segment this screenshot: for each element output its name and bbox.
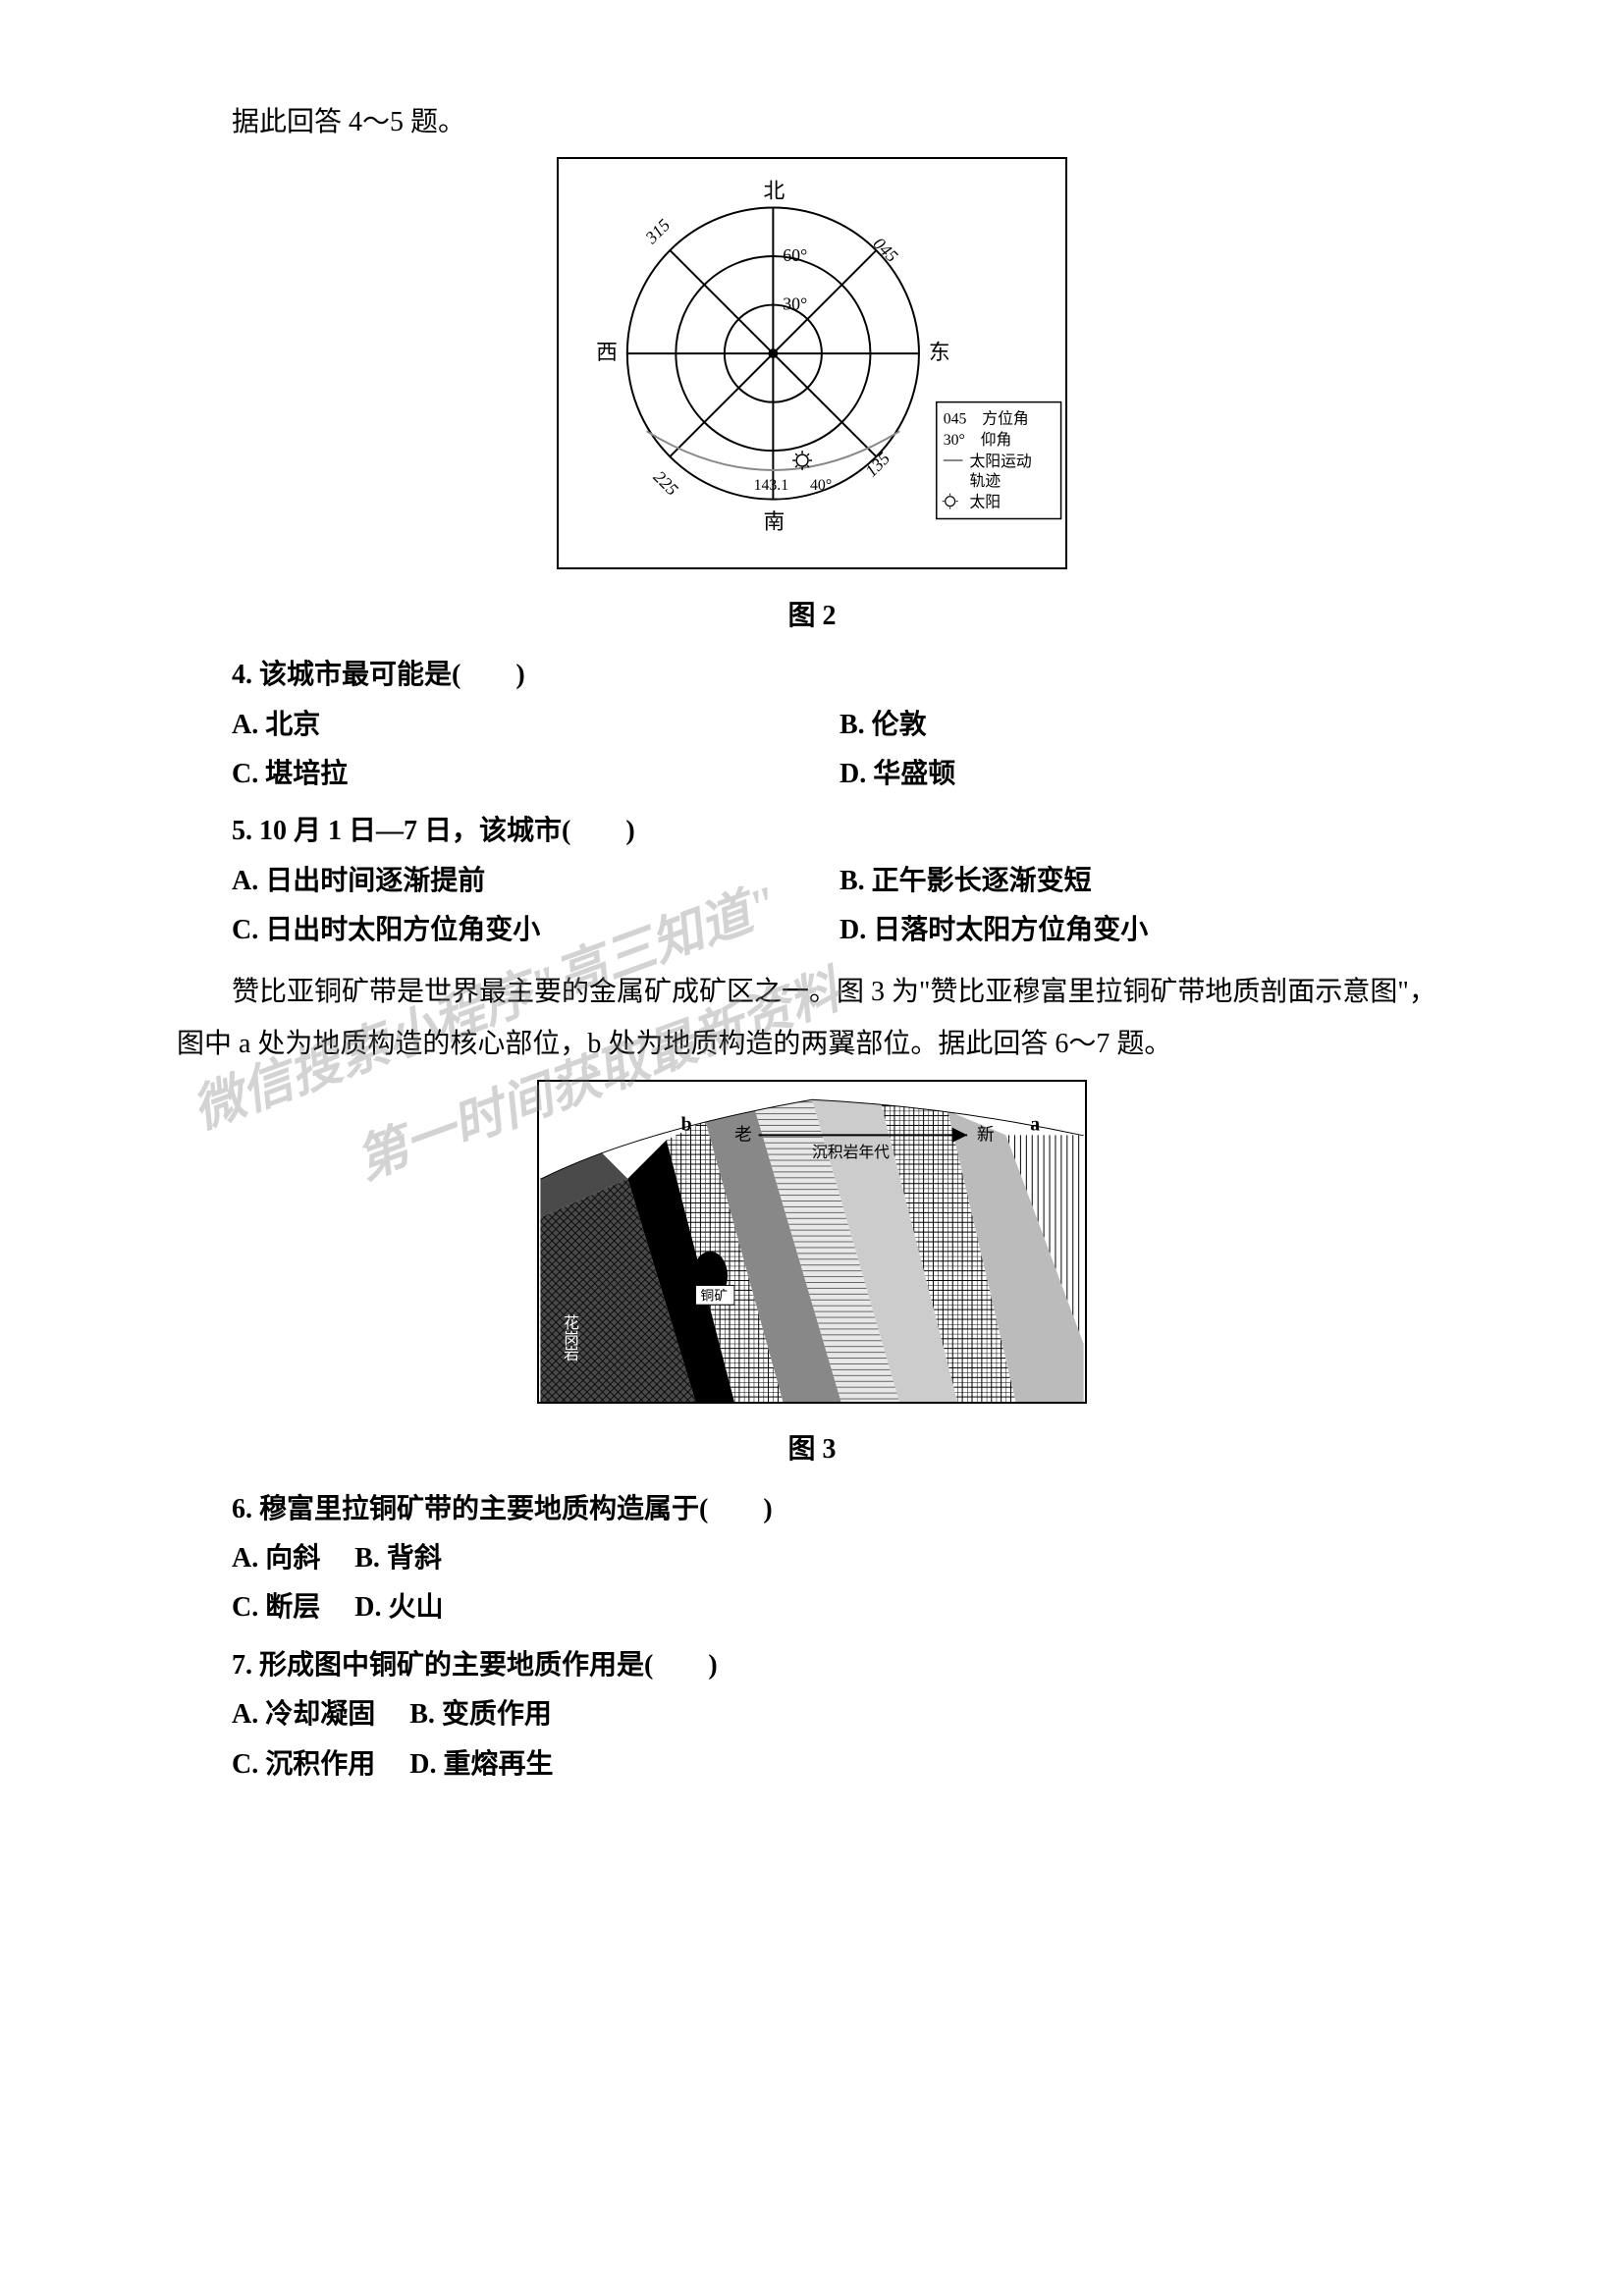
q4-option-d: D. 华盛顿	[839, 750, 1447, 799]
figure-3-svg: 铜矿 老 沉积岩年代 新 a b 花岗岩	[537, 1080, 1087, 1404]
new-label: 新	[977, 1124, 995, 1144]
legend-az: 045 方位角	[944, 410, 1029, 428]
q6-option-d: D. 火山	[354, 1592, 443, 1623]
q6-options-row1: A. 向斜 B. 背斜	[232, 1534, 1447, 1583]
q5-option-d: D. 日落时太阳方位角变小	[839, 906, 1447, 955]
question-7: 7. 形成图中铜矿的主要地质作用是( )	[232, 1641, 1447, 1690]
west-label: 西	[596, 341, 618, 364]
q7-option-c: C. 沉积作用	[232, 1749, 375, 1780]
q5-option-c: C. 日出时太阳方位角变小	[232, 906, 839, 955]
legend-sun: 太阳	[969, 494, 1001, 511]
ring-30-label: 30°	[783, 294, 807, 314]
figure-3-caption: 图 3	[177, 1425, 1447, 1474]
q7-options-row2: C. 沉积作用 D. 重熔再生	[232, 1740, 1447, 1789]
ore-label: 铜矿	[700, 1288, 728, 1303]
north-label: 北	[763, 180, 785, 203]
sed-label: 沉积岩年代	[812, 1144, 890, 1161]
q7-option-a: A. 冷却凝固	[232, 1699, 375, 1730]
q7-options-row1: A. 冷却凝固 B. 变质作用	[232, 1690, 1447, 1739]
figure-2-container: 30° 60° 北 南 东 西 315 045 225 135 143.1 40…	[177, 157, 1447, 641]
label-b: b	[681, 1113, 692, 1135]
q6-option-b: B. 背斜	[354, 1543, 442, 1574]
ring-60-label: 60°	[783, 245, 807, 265]
q5-option-b: B. 正午影长逐渐变短	[839, 857, 1447, 906]
sun-alt-label: 40°	[810, 477, 832, 494]
question-5: 5. 10 月 1 日—7 日，该城市( )	[232, 807, 1447, 856]
q7-option-d: D. 重熔再生	[409, 1749, 553, 1780]
old-label: 老	[734, 1124, 752, 1144]
q4-option-c: C. 堪培拉	[232, 750, 839, 799]
q6-option-c: C. 断层	[232, 1592, 320, 1623]
intro-text: 据此回答 4～5 题。	[177, 98, 1447, 147]
legend-alt: 30° 仰角	[944, 432, 1012, 450]
south-label: 南	[763, 510, 785, 534]
sun-az-label: 143.1	[754, 477, 789, 494]
figure-3-container: 铜矿 老 沉积岩年代 新 a b 花岗岩 图 3	[177, 1080, 1447, 1475]
question-6: 6. 穆富里拉铜矿带的主要地质构造属于( )	[232, 1485, 1447, 1534]
granite-label: 花岗岩	[562, 1314, 579, 1362]
q4-options-row1: A. 北京 B. 伦敦	[232, 701, 1447, 750]
legend-path: 太阳运动	[969, 453, 1031, 470]
paragraph-2: 赞比亚铜矿带是世界最主要的金属矿成矿区之一。图 3 为"赞比亚穆富里拉铜矿带地质…	[177, 966, 1447, 1070]
east-label: 东	[929, 341, 950, 364]
figure-2-caption: 图 2	[177, 592, 1447, 641]
q4-options-row2: C. 堪培拉 D. 华盛顿	[232, 750, 1447, 799]
q6-option-a: A. 向斜	[232, 1543, 320, 1574]
q5-options-row2: C. 日出时太阳方位角变小 D. 日落时太阳方位角变小	[232, 906, 1447, 955]
question-4: 4. 该城市最可能是( )	[232, 651, 1447, 700]
legend-path2: 轨迹	[969, 472, 1001, 490]
q5-option-a: A. 日出时间逐渐提前	[232, 857, 839, 906]
q5-options-row1: A. 日出时间逐渐提前 B. 正午影长逐渐变短	[232, 857, 1447, 906]
q4-option-b: B. 伦敦	[839, 701, 1447, 750]
figure-2-svg: 30° 60° 北 南 东 西 315 045 225 135 143.1 40…	[557, 157, 1067, 569]
q7-option-b: B. 变质作用	[409, 1699, 552, 1730]
q6-options-row2: C. 断层 D. 火山	[232, 1583, 1447, 1632]
q4-option-a: A. 北京	[232, 701, 839, 750]
label-a: a	[1030, 1113, 1040, 1135]
